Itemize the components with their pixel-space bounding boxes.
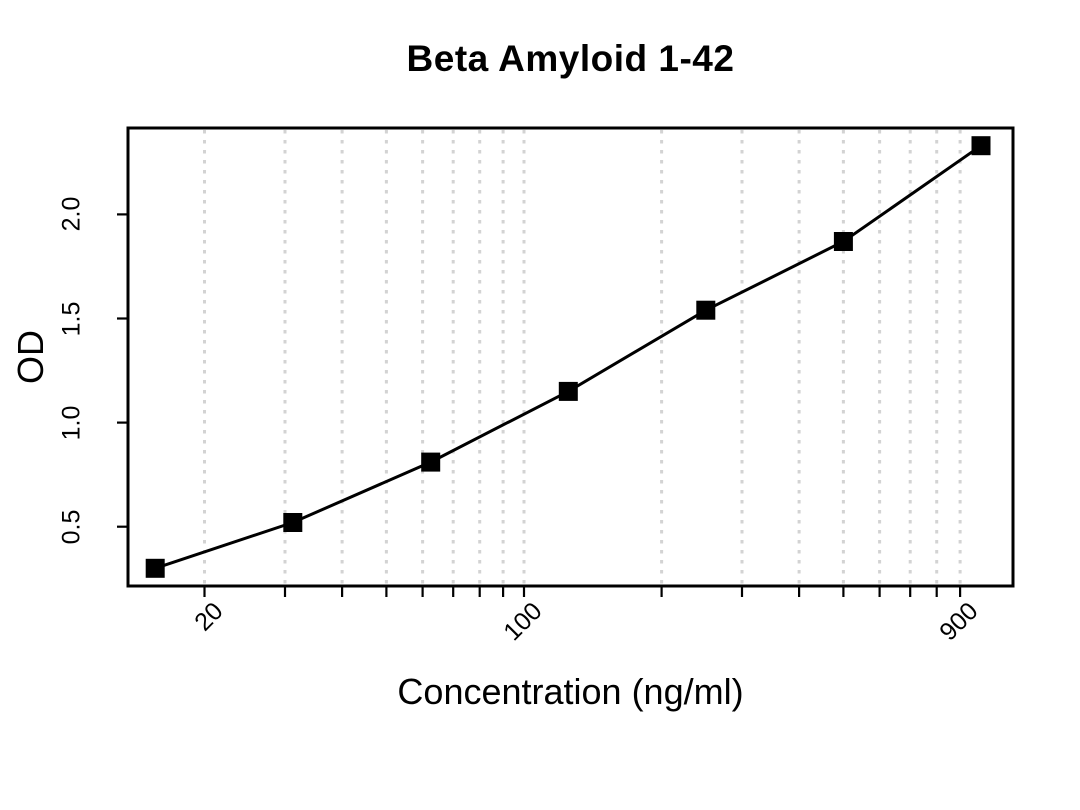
chart-title: Beta Amyloid 1-42	[406, 38, 735, 79]
data-point-marker	[421, 452, 441, 472]
data-point-marker	[833, 232, 853, 251]
data-point-marker	[145, 558, 165, 578]
plot-frame	[126, 126, 1015, 588]
standard-curve-line	[154, 144, 982, 570]
y-tick-label: 1.0	[57, 405, 86, 440]
data-point-marker	[696, 300, 716, 320]
y-tick-label: 1.5	[57, 301, 86, 336]
y-tick-label: 2.0	[57, 197, 86, 232]
x-axis-title: Concentration (ng/ml)	[397, 671, 744, 712]
y-axis-title: OD	[10, 330, 51, 384]
data-point-marker	[558, 381, 578, 401]
y-tick-label: 0.5	[57, 509, 86, 545]
data-point-marker	[283, 513, 303, 532]
data-point-marker	[971, 136, 991, 156]
